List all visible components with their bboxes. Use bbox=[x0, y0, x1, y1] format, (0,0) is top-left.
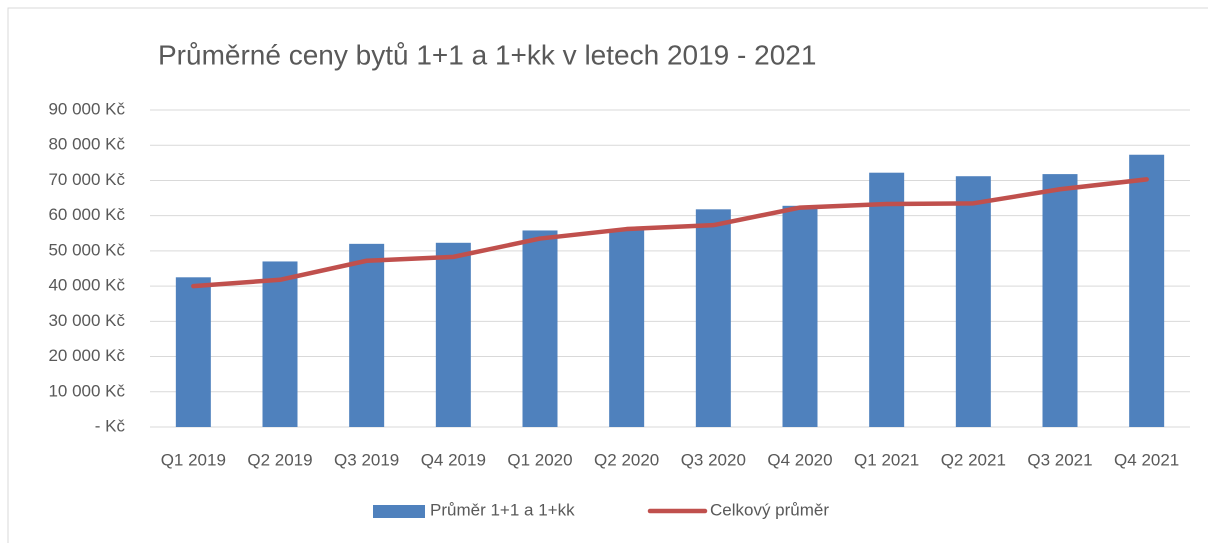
y-tick-label: - Kč bbox=[95, 416, 126, 435]
x-tick-label: Q3 2019 bbox=[334, 450, 399, 469]
legend-swatch bbox=[373, 505, 425, 518]
bar bbox=[955, 176, 991, 427]
bar bbox=[522, 230, 558, 427]
chart-border bbox=[7, 7, 1208, 543]
bar bbox=[1042, 174, 1078, 427]
x-tick-label: Q2 2019 bbox=[247, 450, 312, 469]
x-tick-label: Q1 2020 bbox=[507, 450, 572, 469]
bar bbox=[175, 277, 211, 427]
x-tick-label: Q3 2021 bbox=[1027, 450, 1092, 469]
bar bbox=[262, 261, 298, 427]
y-tick-label: 80 000 Kč bbox=[48, 135, 125, 154]
x-tick-label: Q1 2021 bbox=[854, 450, 919, 469]
legend-label: Celkový průměr bbox=[710, 500, 829, 519]
y-tick-label: 90 000 Kč bbox=[48, 99, 125, 118]
y-tick-label: 50 000 Kč bbox=[48, 240, 125, 259]
line bbox=[191, 177, 1149, 289]
x-tick-label: Q4 2019 bbox=[421, 450, 486, 469]
y-tick-label: 70 000 Kč bbox=[48, 170, 125, 189]
x-tick-label: Q1 2019 bbox=[161, 450, 226, 469]
y-tick-label: 30 000 Kč bbox=[48, 311, 125, 330]
x-tick-label: Q4 2021 bbox=[1114, 450, 1179, 469]
bar bbox=[349, 243, 385, 427]
y-tick-label: 10 000 Kč bbox=[48, 381, 125, 400]
bar bbox=[869, 172, 905, 427]
x-tick-label: Q2 2020 bbox=[594, 450, 659, 469]
bar bbox=[695, 209, 731, 427]
y-tick-label: 60 000 Kč bbox=[48, 205, 125, 224]
y-tick-label: 20 000 Kč bbox=[48, 346, 125, 365]
x-tick-label: Q3 2020 bbox=[681, 450, 746, 469]
y-tick-label: 40 000 Kč bbox=[48, 276, 125, 295]
bar bbox=[435, 242, 471, 427]
chart-title: Průměrné ceny bytů 1+1 a 1+kk v letech 2… bbox=[158, 39, 816, 70]
x-tick-label: Q4 2020 bbox=[767, 450, 832, 469]
bar bbox=[782, 205, 818, 427]
x-tick-label: Q2 2021 bbox=[941, 450, 1006, 469]
bar bbox=[609, 229, 645, 427]
legend-label: Průměr 1+1 a 1+kk bbox=[430, 500, 575, 519]
bar bbox=[1129, 154, 1165, 427]
